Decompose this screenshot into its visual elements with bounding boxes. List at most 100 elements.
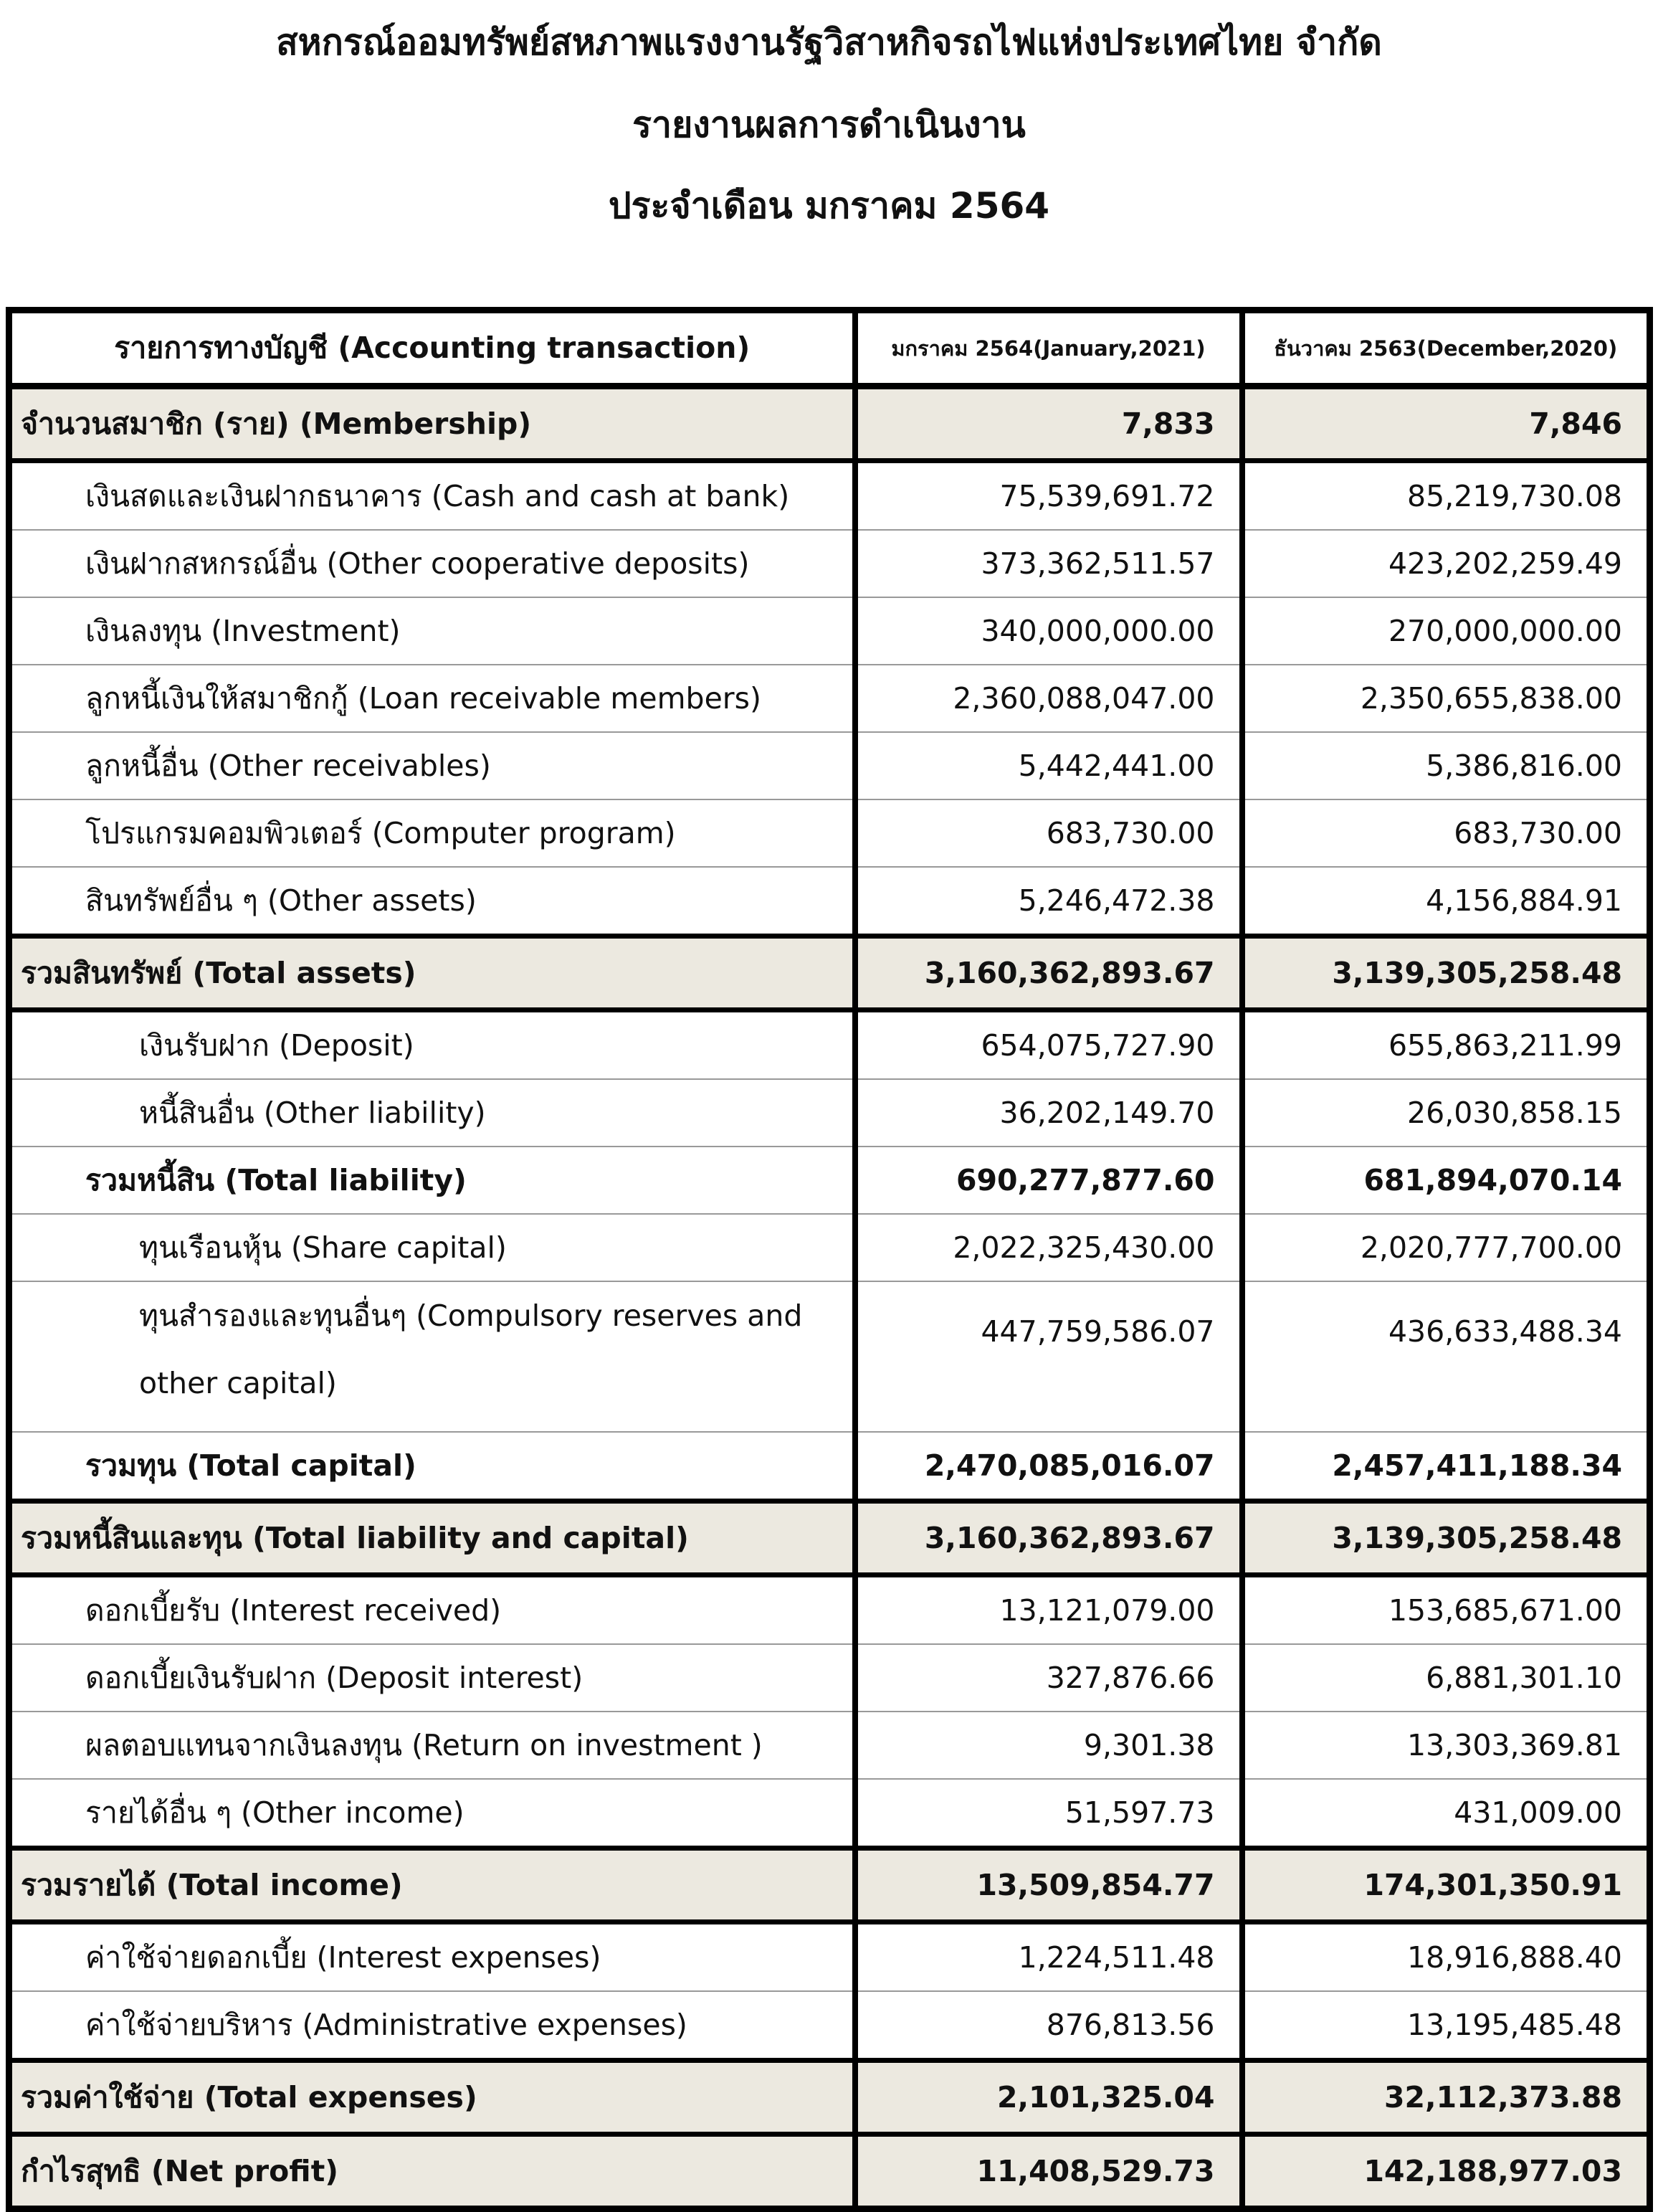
value-cell: 11,408,529.73: [852, 2132, 1242, 2211]
value-cell: 32,112,373.88: [1239, 2058, 1650, 2137]
column-header: รายการทางบัญชี (Accounting transaction): [9, 310, 855, 389]
subtitle: รายงานผลการดำเนินงาน: [632, 104, 1026, 146]
value-cell: 3,139,305,258.48: [1239, 934, 1650, 1012]
label-cell: รวมทุน (Total capital): [9, 1432, 855, 1502]
label-cell: กำไรสุทธิ (Net profit): [9, 2132, 855, 2211]
value-cell: 683,730.00: [1239, 799, 1650, 868]
header-row: รายการทางบัญชี (Accounting transaction) ม…: [9, 310, 1650, 389]
value-cell: 7,833: [852, 384, 1242, 463]
table-row: ค่าใช้จ่ายดอกเบี้ย (Interest expenses) 1,…: [9, 1922, 1650, 1992]
table-row: ผลตอบแทนจากเงินลงทุน (Return on investme…: [9, 1712, 1650, 1780]
table-row: ลูกหนี้เงินให้สมาชิกกู้ (Loan receivable…: [9, 665, 1650, 733]
value-cell: 174,301,350.91: [1239, 1846, 1650, 1924]
table-row: หนี้สินอื่น (Other liability) 36,202,149.…: [9, 1079, 1650, 1147]
label-cell: รวมค่าใช้จ่าย (Total expenses): [9, 2058, 855, 2137]
value-cell: 340,000,000.00: [852, 597, 1242, 665]
column-header: มกราคม 2564(January,2021): [852, 310, 1242, 389]
table-row: รวมรายได้ (Total income) 13,509,854.77 174…: [9, 1846, 1650, 1924]
column-header: ธันวาคม 2563(December,2020): [1239, 310, 1650, 389]
table-row: ดอกเบี้ยเงินรับฝาก (Deposit interest) 327…: [9, 1644, 1650, 1712]
value-cell: 655,863,211.99: [1239, 1010, 1650, 1080]
value-cell: 654,075,727.90: [852, 1010, 1242, 1080]
value-cell: 876,813.56: [852, 1991, 1242, 2061]
value-cell: 2,470,085,016.07: [852, 1432, 1242, 1502]
value-cell: 36,202,149.70: [852, 1079, 1242, 1147]
label-cell: ดอกเบี้ยรับ (Interest received): [9, 1575, 855, 1645]
value-cell: 681,894,070.14: [1239, 1147, 1650, 1215]
value-cell: 18,916,888.40: [1239, 1922, 1650, 1992]
value-cell: 683,730.00: [852, 799, 1242, 868]
label-cell: รวมหนี้สิน (Total liability): [9, 1147, 855, 1215]
value-cell: 9,301.38: [852, 1712, 1242, 1780]
label-cell: ลูกหนี้เงินให้สมาชิกกู้ (Loan receivable…: [9, 665, 855, 733]
table-row: สินทรัพย์อื่น ๆ (Other assets) 5,246,472.…: [9, 867, 1650, 937]
value-cell: 1,224,511.48: [852, 1922, 1242, 1992]
value-cell: 2,360,088,047.00: [852, 665, 1242, 733]
value-cell: 5,246,472.38: [852, 867, 1242, 937]
value-cell: 2,457,411,188.34: [1239, 1432, 1650, 1502]
table-row: ทุนสำรองและทุนอื่นๆ (Compulsory reserves…: [9, 1281, 1650, 1433]
value-cell: 3,160,362,893.67: [852, 1499, 1242, 1577]
label-cell: รวมหนี้สินและทุน (Total liability and ca…: [9, 1499, 855, 1577]
table-row: จำนวนสมาชิก (ราย) (Membership) 7,833 7,846: [9, 384, 1650, 463]
value-cell: 5,442,441.00: [852, 732, 1242, 800]
value-cell: 142,188,977.03: [1239, 2132, 1650, 2211]
value-cell: 423,202,259.49: [1239, 530, 1650, 598]
value-cell: 690,277,877.60: [852, 1147, 1242, 1215]
label-cell: รายได้อื่น ๆ (Other income): [9, 1779, 855, 1849]
value-cell: 13,509,854.77: [852, 1846, 1242, 1924]
table-row: ค่าใช้จ่ายบริหาร (Administrative expense…: [9, 1991, 1650, 2061]
value-cell: 3,139,305,258.48: [1239, 1499, 1650, 1577]
table-row: กำไรสุทธิ (Net profit) 11,408,529.73 142,1…: [9, 2132, 1650, 2211]
period: ประจำเดือน มกราคม 2564: [608, 185, 1050, 227]
value-cell: 85,219,730.08: [1239, 460, 1650, 531]
value-cell: 75,539,691.72: [852, 460, 1242, 531]
value-cell: 431,009.00: [1239, 1779, 1650, 1849]
table-row: เงินฝากสหกรณ์อื่น (Other cooperative dep…: [9, 530, 1650, 598]
label-cell: จำนวนสมาชิก (ราย) (Membership): [9, 384, 855, 463]
table-row: เงินลงทุน (Investment) 340,000,000.00 270,…: [9, 597, 1650, 665]
value-cell: 6,881,301.10: [1239, 1644, 1650, 1712]
label-cell: รวมสินทรัพย์ (Total assets): [9, 934, 855, 1012]
label-cell: เงินลงทุน (Investment): [9, 597, 855, 665]
label-cell: ทุนเรือนหุ้น (Share capital): [9, 1214, 855, 1282]
label-cell: เงินฝากสหกรณ์อื่น (Other cooperative dep…: [9, 530, 855, 598]
table-row: เงินสดและเงินฝากธนาคาร (Cash and cash at…: [9, 460, 1650, 531]
value-cell: 3,160,362,893.67: [852, 934, 1242, 1012]
value-cell: 153,685,671.00: [1239, 1575, 1650, 1645]
value-cell: 7,846: [1239, 384, 1650, 463]
table-row: รวมหนี้สินและทุน (Total liability and ca…: [9, 1499, 1650, 1577]
value-cell: 2,022,325,430.00: [852, 1214, 1242, 1282]
label-cell: ผลตอบแทนจากเงินลงทุน (Return on investme…: [9, 1712, 855, 1780]
value-cell: 447,759,586.07: [852, 1281, 1242, 1433]
label-cell: โปรแกรมคอมพิวเตอร์ (Computer program): [9, 799, 855, 868]
value-cell: 26,030,858.15: [1239, 1079, 1650, 1147]
table-row: รวมหนี้สิน (Total liability) 690,277,877.…: [9, 1147, 1650, 1215]
label-cell: ค่าใช้จ่ายดอกเบี้ย (Interest expenses): [9, 1922, 855, 1992]
label-cell: ทุนสำรองและทุนอื่นๆ (Compulsory reserves…: [9, 1281, 855, 1433]
value-cell: 373,362,511.57: [852, 530, 1242, 598]
label-cell: ลูกหนี้อื่น (Other receivables): [9, 732, 855, 800]
table-row: เงินรับฝาก (Deposit) 654,075,727.90 655,86…: [9, 1010, 1650, 1080]
value-cell: 13,195,485.48: [1239, 1991, 1650, 2061]
value-cell: 436,633,488.34: [1239, 1281, 1650, 1433]
title: สหกรณ์ออมทรัพย์สหภาพแรงงานรัฐวิสาหกิจรถไ…: [276, 22, 1382, 63]
label-cell: เงินรับฝาก (Deposit): [9, 1010, 855, 1080]
report-table: รายการทางบัญชี (Accounting transaction) ม…: [6, 307, 1653, 2212]
label-cell: รวมรายได้ (Total income): [9, 1846, 855, 1924]
value-cell: 13,303,369.81: [1239, 1712, 1650, 1780]
value-cell: 2,020,777,700.00: [1239, 1214, 1650, 1282]
table-row: ทุนเรือนหุ้น (Share capital) 2,022,325,43…: [9, 1214, 1650, 1282]
table-row: รวมทุน (Total capital) 2,470,085,016.07 2,…: [9, 1432, 1650, 1502]
value-cell: 4,156,884.91: [1239, 867, 1650, 937]
value-cell: 13,121,079.00: [852, 1575, 1242, 1645]
table-row: รายได้อื่น ๆ (Other income) 51,597.73 431,…: [9, 1779, 1650, 1849]
value-cell: 2,350,655,838.00: [1239, 665, 1650, 733]
label-cell: เงินสดและเงินฝากธนาคาร (Cash and cash at…: [9, 460, 855, 531]
table-row: ลูกหนี้อื่น (Other receivables) 5,442,441…: [9, 732, 1650, 800]
value-cell: 51,597.73: [852, 1779, 1242, 1849]
label-cell: ค่าใช้จ่ายบริหาร (Administrative expense…: [9, 1991, 855, 2061]
table-row: รวมค่าใช้จ่าย (Total expenses) 2,101,325.…: [9, 2058, 1650, 2137]
label-cell: สินทรัพย์อื่น ๆ (Other assets): [9, 867, 855, 937]
table-row: รวมสินทรัพย์ (Total assets) 3,160,362,893…: [9, 934, 1650, 1012]
